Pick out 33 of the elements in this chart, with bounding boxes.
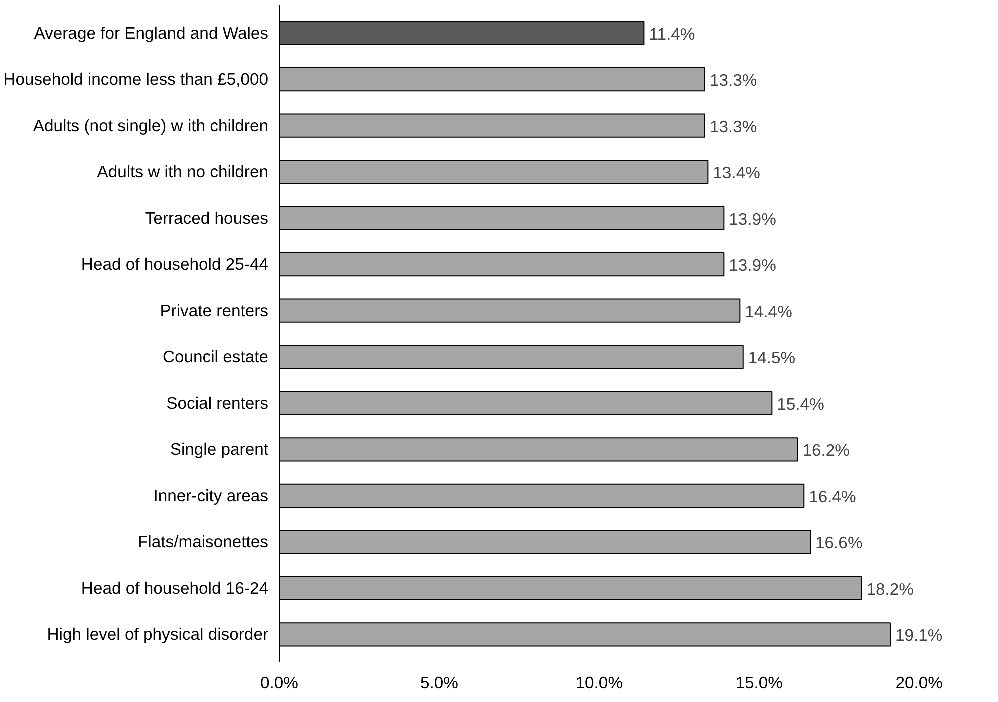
data-label: 18.2% — [866, 580, 914, 599]
y-tick-label: Head of household 25-44 — [81, 255, 269, 274]
data-label: 14.5% — [748, 348, 796, 368]
y-tick-label: Average for England and Wales — [34, 24, 269, 43]
data-label: 16.2% — [802, 441, 850, 460]
data-label: 16.6% — [816, 534, 863, 553]
y-tick-label: Flats/maisonettes — [138, 532, 269, 552]
data-label: 13.9% — [729, 256, 777, 276]
data-label: 19.1% — [896, 626, 943, 646]
x-tick-label: 10.0% — [576, 674, 624, 692]
data-label: 16.4% — [809, 487, 857, 506]
y-tick-label: Terraced houses — [145, 208, 268, 228]
x-tick-label: 20.0% — [896, 674, 944, 692]
y-tick-label: Private renters — [160, 301, 269, 320]
y-tick-label: Inner-city areas — [154, 486, 269, 506]
x-tick-label: 15.0% — [736, 674, 784, 692]
data-label: 13.4% — [713, 164, 761, 183]
y-tick-label: Council estate — [162, 348, 269, 367]
data-label: 11.4% — [649, 24, 696, 44]
y-tick-label: Social renters — [166, 394, 269, 413]
data-label: 13.9% — [729, 210, 777, 229]
x-tick-label: 0.0% — [260, 674, 299, 692]
x-tick-label: 5.0% — [420, 674, 459, 692]
data-label: 15.4% — [777, 394, 825, 414]
y-tick-label: Head of household 16-24 — [81, 578, 269, 598]
data-label: 13.3% — [710, 71, 758, 90]
y-tick-label: Household income less than £5,000 — [4, 70, 269, 90]
data-label: 13.3% — [710, 117, 758, 136]
y-tick-label: Adults w ith no children — [97, 162, 268, 182]
y-tick-label: Adults (not single) w ith children — [33, 116, 269, 136]
data-label: 14.4% — [745, 302, 793, 322]
y-tick-label: Single parent — [170, 440, 269, 460]
y-tick-label: High level of physical disorder — [47, 625, 269, 644]
